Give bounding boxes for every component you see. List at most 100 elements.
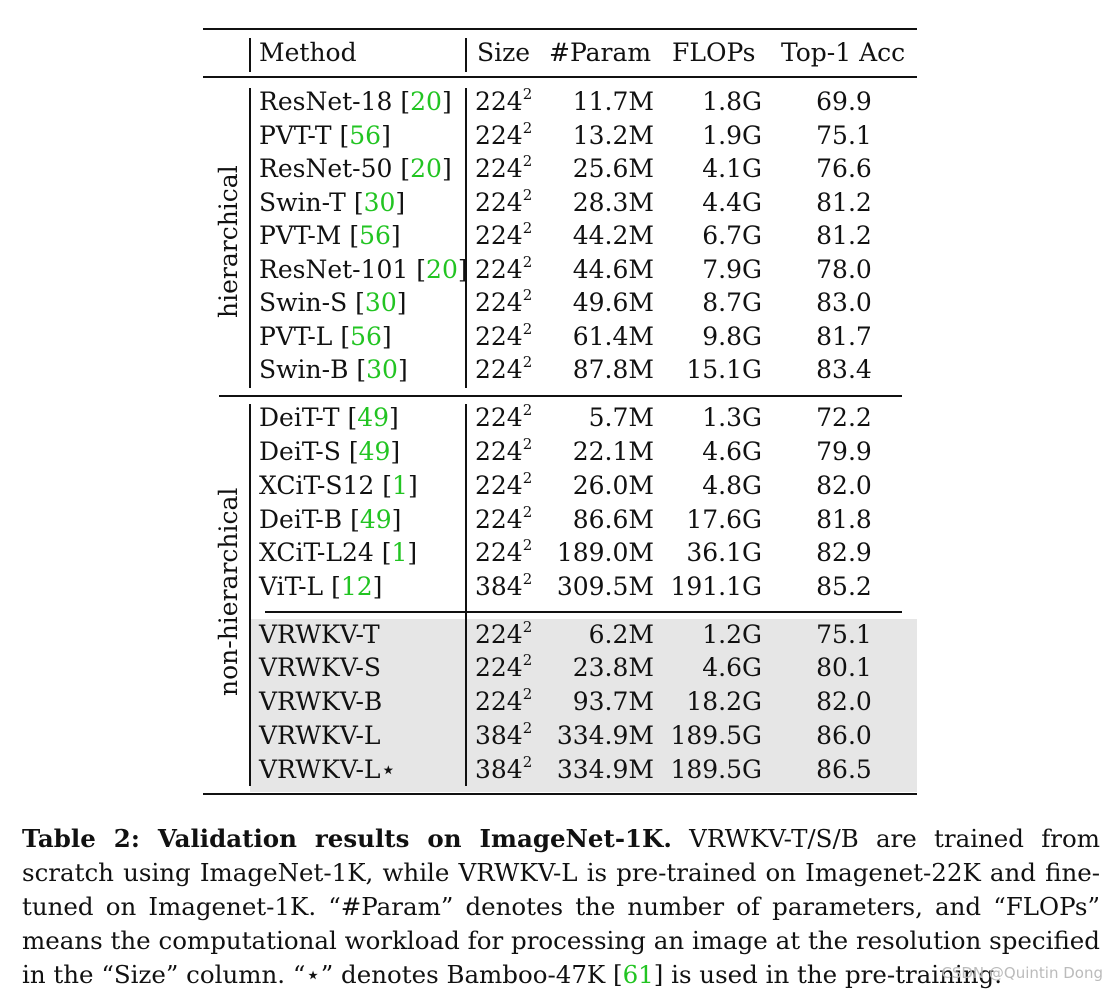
citation-link[interactable]: 20 — [426, 255, 458, 284]
citation-link[interactable]: 56 — [359, 221, 391, 250]
citation-link[interactable]: 56 — [349, 121, 382, 150]
results-table: Method Size #Param FLOPs Top-1 Acc hiera… — [203, 28, 917, 795]
table-cell-acc: 85.2 — [816, 572, 872, 601]
table-cell-param: 334.9M — [556, 755, 654, 784]
table-cell-param: 23.8M — [572, 653, 654, 682]
table-cell-size: 3842 — [475, 570, 533, 601]
method-name: ResNet-18 — [259, 87, 401, 116]
table-cell-param: 44.2M — [572, 221, 654, 250]
method-divider-nonhier — [249, 404, 251, 786]
table-cell-flops: 1.9G — [702, 121, 762, 150]
table-cell-method: DeiT-S [49] — [259, 437, 401, 466]
caption-citation: 61 — [622, 960, 654, 989]
method-name: VRWKV-T — [259, 620, 380, 649]
method-name: ViT-L — [259, 572, 332, 601]
table-cell-flops: 8.7G — [702, 288, 762, 317]
table-cell-method: XCiT-S12 [1] — [259, 471, 418, 500]
method-name: DeiT-B — [259, 505, 351, 534]
citation-link[interactable]: 30 — [363, 188, 396, 217]
header-method: Method — [259, 38, 357, 67]
table-cell-flops: 36.1G — [686, 538, 762, 567]
table-cell-flops: 15.1G — [686, 355, 762, 384]
method-name: PVT-L — [259, 322, 341, 351]
method-name: VRWKV-B — [259, 687, 383, 716]
vrwkv-rule — [265, 611, 902, 613]
table-cell-flops: 18.2G — [686, 687, 762, 716]
table-cell-param: 87.8M — [572, 355, 654, 384]
table-cell-acc: 81.7 — [816, 322, 872, 351]
vrwkv-highlight — [250, 619, 917, 792]
method-divider-header — [249, 38, 251, 72]
citation-link[interactable]: 12 — [340, 572, 373, 601]
table-cell-method: Swin-B [30] — [259, 355, 408, 384]
table-cell-flops: 4.6G — [702, 437, 762, 466]
size-divider-header — [465, 38, 467, 72]
citation-link[interactable]: 49 — [358, 437, 391, 466]
citation-link[interactable]: 49 — [359, 505, 392, 534]
table-cell-acc: 83.4 — [816, 355, 872, 384]
header-size: Size — [477, 38, 531, 67]
table-cell-acc: 79.9 — [816, 437, 872, 466]
table-cell-acc: 86.0 — [816, 721, 872, 750]
method-name: Swin-S — [259, 288, 356, 317]
table-cell-param: 6.2M — [588, 620, 654, 649]
table-cell-size: 2242 — [475, 353, 533, 384]
table-cell-acc: 83.0 — [816, 288, 872, 317]
table-cell-param: 22.1M — [572, 437, 654, 466]
method-name: Swin-T — [259, 188, 354, 217]
table-cell-flops: 1.2G — [702, 620, 762, 649]
citation-link[interactable]: 1 — [392, 471, 408, 500]
table-cell-acc: 69.9 — [816, 87, 872, 116]
table-cell-flops: 4.8G — [702, 471, 762, 500]
citation-link[interactable]: 20 — [410, 154, 442, 183]
table-cell-method: VRWKV-L — [259, 719, 381, 753]
citation-link[interactable]: 1 — [391, 538, 408, 567]
table-cell-size: 3842 — [475, 719, 533, 750]
table-cell-flops: 189.5G — [670, 721, 762, 750]
table-cell-size: 2242 — [475, 85, 533, 116]
table-cell-flops: 4.6G — [702, 653, 762, 682]
citation-link[interactable]: 30 — [364, 288, 397, 317]
table-cell-acc: 72.2 — [816, 403, 872, 432]
table-caption: Table 2: Validation results on ImageNet-… — [22, 822, 1100, 992]
citation-link[interactable]: 20 — [410, 87, 442, 116]
table-cell-method: PVT-M [56] — [259, 221, 401, 250]
method-name: ResNet-101 — [259, 255, 417, 284]
table-cell-acc: 81.2 — [816, 188, 872, 217]
table-cell-acc: 75.1 — [816, 620, 872, 649]
watermark: CSDN @Quintin Dong — [941, 964, 1103, 982]
table-cell-flops: 9.8G — [702, 322, 762, 351]
table-cell-param: 334.9M — [556, 721, 654, 750]
table-cell-size: 2242 — [475, 286, 533, 317]
group-rule — [219, 395, 902, 397]
table-cell-param: 5.7M — [588, 403, 654, 432]
citation-link[interactable]: 56 — [350, 322, 382, 351]
table-cell-method: ResNet-50 [20] — [259, 154, 452, 183]
table-cell-acc: 80.1 — [816, 653, 872, 682]
table-cell-method: PVT-T [56] — [259, 121, 391, 150]
table-cell-size: 3842 — [475, 753, 533, 784]
table-cell-method: VRWKV-L⋆ — [259, 753, 396, 787]
table-cell-flops: 7.9G — [702, 255, 762, 284]
table-cell-flops: 17.6G — [686, 505, 762, 534]
citation-link[interactable]: 49 — [357, 403, 390, 432]
table-cell-acc: 86.5 — [816, 755, 872, 784]
method-name: ResNet-50 — [259, 154, 401, 183]
group-label-non-hierarchical: non-hierarchical — [214, 487, 243, 696]
table-cell-size: 2242 — [475, 503, 533, 534]
table-cell-size: 2242 — [475, 186, 533, 217]
method-name: DeiT-T — [259, 403, 348, 432]
caption-title: Table 2: Validation results on ImageNet-… — [22, 824, 672, 853]
header-param: #Param — [549, 38, 652, 67]
table-cell-param: 61.4M — [572, 322, 654, 351]
table-cell-param: 44.6M — [572, 255, 654, 284]
table-cell-param: 26.0M — [572, 471, 654, 500]
table-cell-acc: 76.6 — [816, 154, 872, 183]
table-cell-method: DeiT-T [49] — [259, 403, 399, 432]
citation-link[interactable]: 30 — [366, 355, 398, 384]
table-cell-size: 2242 — [475, 536, 533, 567]
table-cell-flops: 189.5G — [670, 755, 762, 784]
method-name: VRWKV-L⋆ — [259, 755, 397, 784]
table-cell-size: 2242 — [475, 469, 533, 500]
table-cell-param: 189.0M — [556, 538, 654, 567]
